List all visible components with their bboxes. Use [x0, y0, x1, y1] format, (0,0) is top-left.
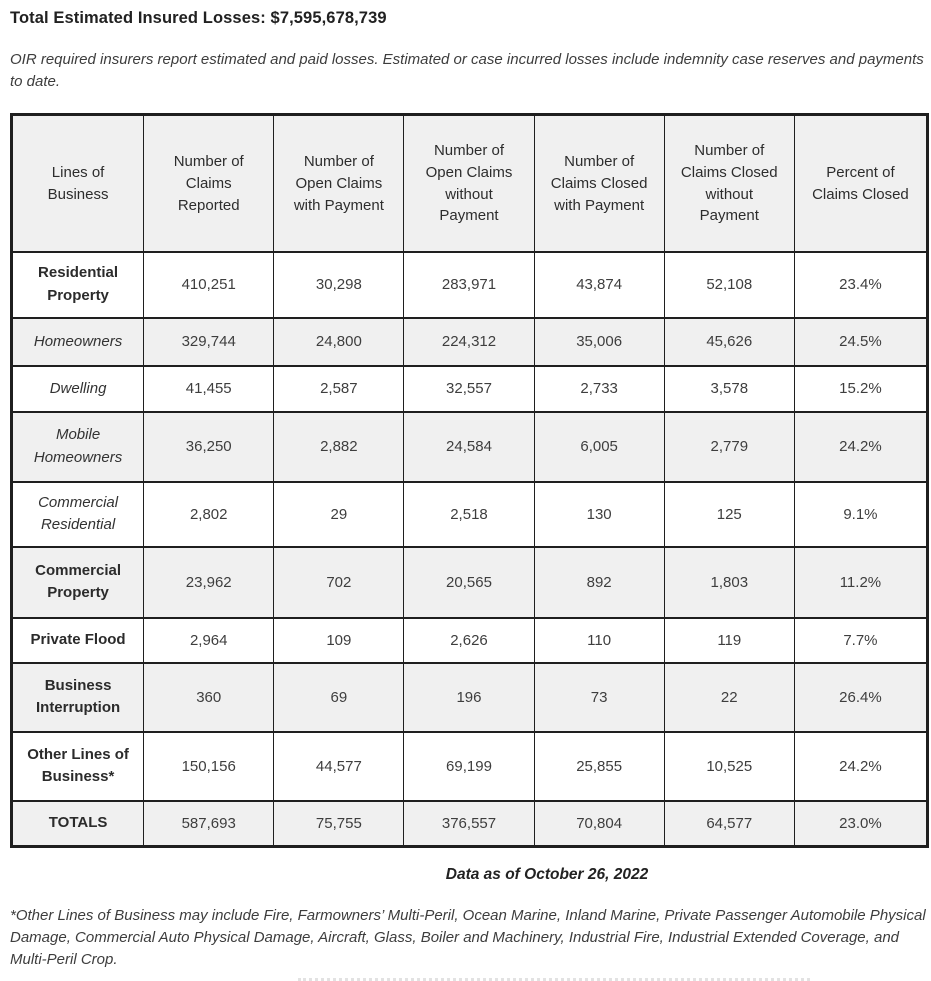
cell-value: 23.0%: [793, 799, 929, 848]
cell-value: 2,779: [663, 410, 795, 483]
row-name-cell: Residential Property: [10, 250, 145, 319]
cell-value: 29: [273, 480, 405, 548]
cell-value: 41,455: [143, 364, 275, 413]
cell-value: 45,626: [663, 316, 795, 367]
cell-value: 587,693: [143, 799, 275, 848]
cell-value: 44,577: [273, 730, 405, 802]
header-closed-with-payment: Number of Claims Closed with Payment: [533, 113, 665, 253]
cell-value: 2,587: [273, 364, 405, 413]
table-row-dwelling: Dwelling 41,455 2,587 32,557 2,733 3,578…: [10, 364, 929, 413]
cell-value: 125: [663, 480, 795, 548]
cell-value: 24.2%: [793, 730, 929, 802]
header-lines-of-business: Lines of Business: [10, 113, 145, 253]
cell-value: 702: [273, 545, 405, 619]
cell-value: 23,962: [143, 545, 275, 619]
data-as-of-date: Data as of October 26, 2022: [445, 866, 649, 884]
cell-value: 24,584: [403, 410, 535, 483]
cell-value: 2,733: [533, 364, 665, 413]
header-open-without-payment: Number of Open Claims without Payment: [403, 113, 535, 253]
cell-value: 69,199: [403, 730, 535, 802]
cell-value: 30,298: [273, 250, 405, 319]
cell-value: 35,006: [533, 316, 665, 367]
claims-table: Lines of Business Number of Claims Repor…: [10, 113, 929, 849]
table-row-residential-property: Residential Property 410,251 30,298 283,…: [10, 250, 929, 319]
table-row-commercial-property: Commercial Property 23,962 702 20,565 89…: [10, 545, 929, 619]
header-percent-closed: Percent of Claims Closed: [793, 113, 929, 253]
cell-value: 10,525: [663, 730, 795, 802]
cell-value: 410,251: [143, 250, 275, 319]
table-row-business-interruption: Business Interruption 360 69 196 73 22 2…: [10, 661, 929, 733]
cell-value: 24.2%: [793, 410, 929, 483]
cell-value: 52,108: [663, 250, 795, 319]
row-name-cell: Business Interruption: [10, 661, 145, 733]
cell-value: 24.5%: [793, 316, 929, 367]
cell-value: 32,557: [403, 364, 535, 413]
cell-value: 119: [663, 616, 795, 664]
cell-value: 64,577: [663, 799, 795, 848]
cell-value: 69: [273, 661, 405, 733]
cell-value: 2,802: [143, 480, 275, 548]
cell-value: 73: [533, 661, 665, 733]
cell-value: 150,156: [143, 730, 275, 802]
intro-text: OIR required insurers report estimated a…: [10, 51, 924, 91]
cell-value: 110: [533, 616, 665, 664]
row-name-cell: TOTALS: [10, 799, 145, 848]
cell-value: 1,803: [663, 545, 795, 619]
cell-value: 36,250: [143, 410, 275, 483]
table-header-row: Lines of Business Number of Claims Repor…: [10, 113, 929, 253]
table-row-mobile-homeowners: Mobile Homeowners 36,250 2,882 24,584 6,…: [10, 410, 929, 483]
cell-value: 23.4%: [793, 250, 929, 319]
cell-value: 283,971: [403, 250, 535, 319]
cell-value: 20,565: [403, 545, 535, 619]
cell-value: 376,557: [403, 799, 535, 848]
footnote-other-lines: *Other Lines of Business may include Fir…: [10, 907, 926, 968]
row-name-cell: Homeowners: [10, 316, 145, 367]
table-row-totals: TOTALS 587,693 75,755 376,557 70,804 64,…: [10, 799, 929, 848]
cell-value: 224,312: [403, 316, 535, 367]
header-claims-reported: Number of Claims Reported: [143, 113, 275, 253]
table-row-commercial-residential: Commercial Residential 2,802 29 2,518 13…: [10, 480, 929, 548]
dashed-divider: [298, 977, 810, 981]
cell-value: 2,626: [403, 616, 535, 664]
cell-value: 2,964: [143, 616, 275, 664]
row-name-cell: Private Flood: [10, 616, 145, 664]
cell-value: 130: [533, 480, 665, 548]
table-row-homeowners: Homeowners 329,744 24,800 224,312 35,006…: [10, 316, 929, 367]
table-row-other-lines: Other Lines of Business* 150,156 44,577 …: [10, 730, 929, 802]
cell-value: 329,744: [143, 316, 275, 367]
cell-value: 70,804: [533, 799, 665, 848]
cell-value: 7.7%: [793, 616, 929, 664]
row-name-cell: Mobile Homeowners: [10, 410, 145, 483]
cell-value: 360: [143, 661, 275, 733]
cell-value: 24,800: [273, 316, 405, 367]
page-title: Total Estimated Insured Losses: $7,595,6…: [10, 9, 387, 27]
row-name-cell: Dwelling: [10, 364, 145, 413]
cell-value: 75,755: [273, 799, 405, 848]
cell-value: 15.2%: [793, 364, 929, 413]
cell-value: 196: [403, 661, 535, 733]
cell-value: 26.4%: [793, 661, 929, 733]
header-open-with-payment: Number of Open Claims with Payment: [273, 113, 405, 253]
row-name-cell: Commercial Property: [10, 545, 145, 619]
cell-value: 6,005: [533, 410, 665, 483]
cell-value: 43,874: [533, 250, 665, 319]
cell-value: 9.1%: [793, 480, 929, 548]
cell-value: 3,578: [663, 364, 795, 413]
table-row-private-flood: Private Flood 2,964 109 2,626 110 119 7.…: [10, 616, 929, 664]
row-name-cell: Other Lines of Business*: [10, 730, 145, 802]
header-closed-without-payment: Number of Claims Closed without Payment: [663, 113, 795, 253]
row-name-cell: Commercial Residential: [10, 480, 145, 548]
cell-value: 11.2%: [793, 545, 929, 619]
cell-value: 25,855: [533, 730, 665, 802]
cell-value: 2,882: [273, 410, 405, 483]
cell-value: 109: [273, 616, 405, 664]
cell-value: 2,518: [403, 480, 535, 548]
cell-value: 892: [533, 545, 665, 619]
cell-value: 22: [663, 661, 795, 733]
